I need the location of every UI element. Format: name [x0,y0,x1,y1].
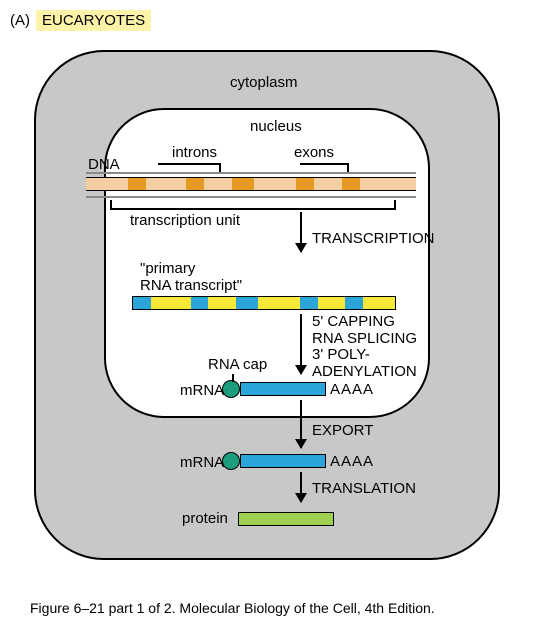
mrna-bar-1 [240,382,326,396]
arrow-export [300,400,302,448]
protein-label: protein [182,510,228,527]
polya-tail-1: AAAA [330,381,374,398]
protein-bar [238,512,334,526]
exons-label: exons [294,144,334,161]
mrna-label-2: mRNA [180,454,224,471]
rna-cap-icon-2 [222,452,240,470]
primary-rna-label: "primary RNA transcript" [140,260,242,294]
mrna-nucleus: AAAA [222,380,374,398]
rna-cap-label: RNA cap [208,356,267,373]
cytoplasm-label: cytoplasm [230,74,298,91]
export-label: EXPORT [312,422,373,439]
primary-rna-transcript [132,296,396,310]
nucleus-label: nucleus [250,118,302,135]
transcription-unit-label: transcription unit [130,212,240,229]
protein-row: protein [182,510,334,527]
transcription-label: TRANSCRIPTION [312,230,435,247]
translation-label: TRANSLATION [312,480,416,497]
arrow-translation [300,472,302,502]
introns-leader [158,163,220,165]
mrna-bar-2 [240,454,326,468]
figure-caption: Figure 6–21 part 1 of 2. Molecular Biolo… [30,600,435,616]
dna-label: DNA [88,156,120,173]
arrow-processing [300,314,302,374]
rna-cap-icon [222,380,240,398]
polya-tail-2: AAAA [330,453,374,470]
exons-leader [300,163,348,165]
dna-track [86,172,416,198]
mrna-cytoplasm: AAAA [222,452,374,470]
mrna-label-1: mRNA [180,382,224,399]
panel-title: EUCARYOTES [36,10,151,31]
arrow-transcription [300,212,302,252]
panel-letter: (A) [10,12,30,29]
transcription-unit-bracket [110,200,396,210]
panel-label: (A) EUCARYOTES [10,10,151,31]
processing-label: 5' CAPPING RNA SPLICING 3' POLY- ADENYLA… [312,314,417,380]
introns-label: introns [172,144,217,161]
